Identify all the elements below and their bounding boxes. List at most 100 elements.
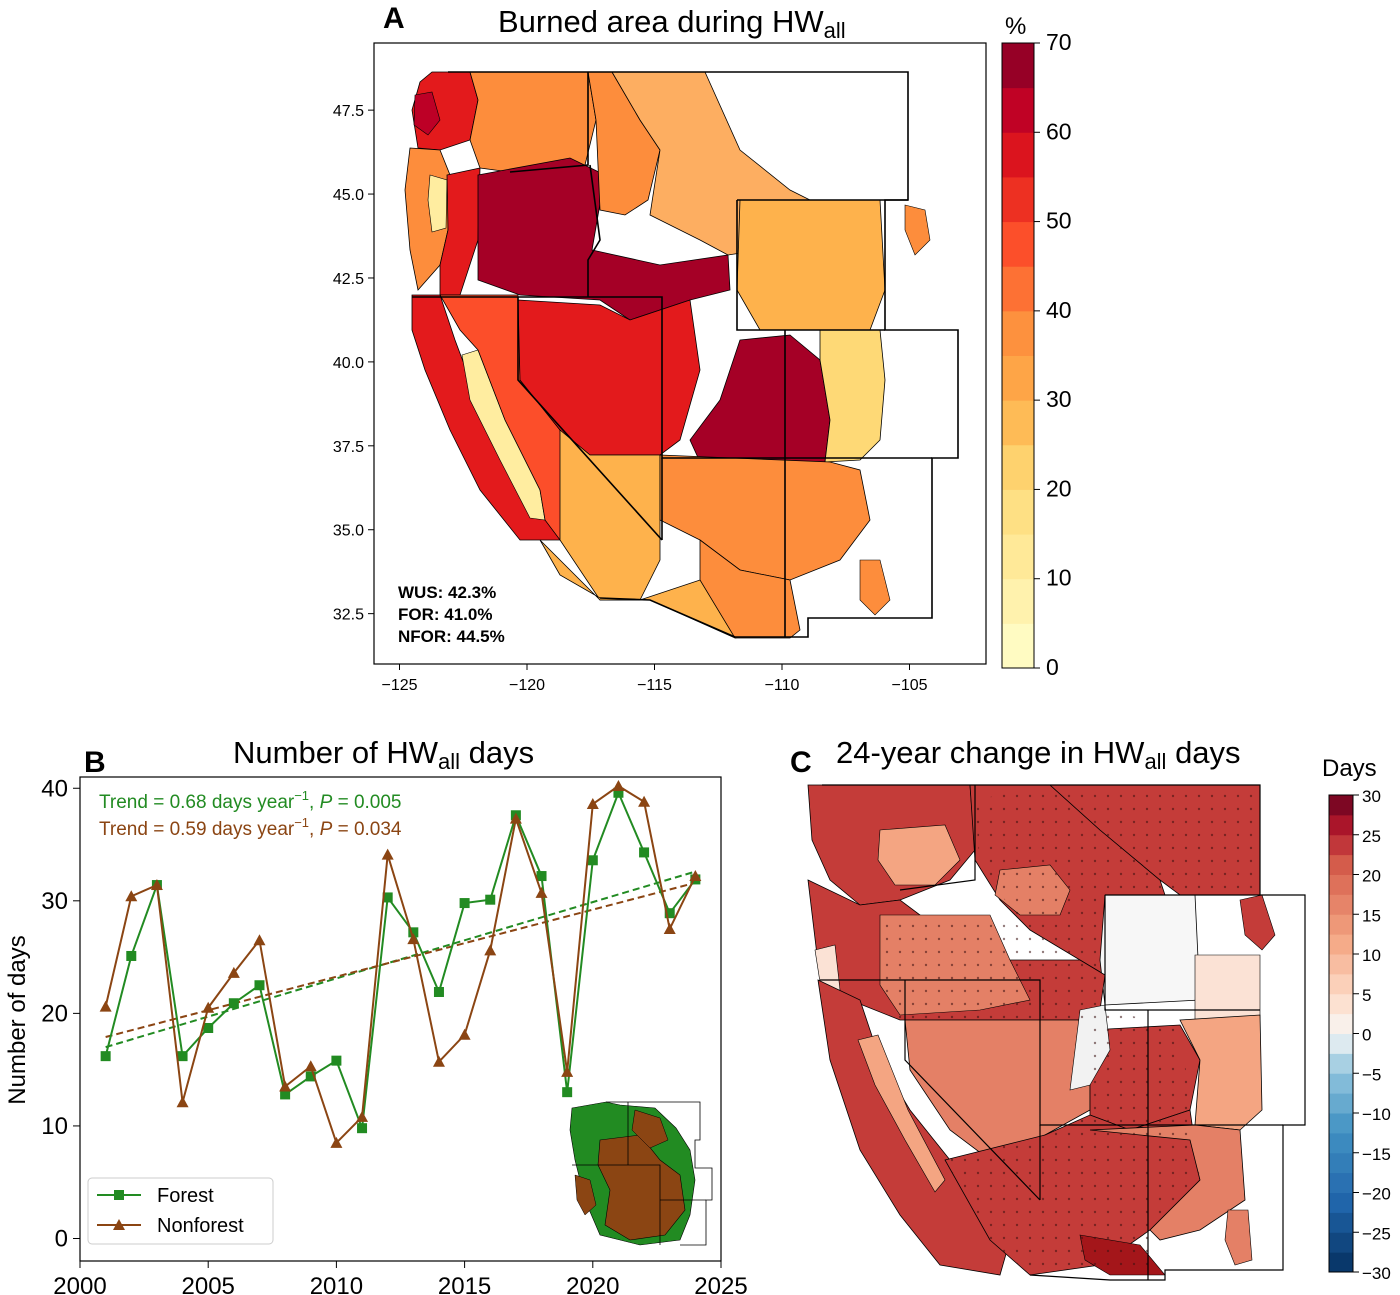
point-nonforest [586,798,599,810]
point-forest [100,1051,111,1062]
colorbar-segment [1329,1093,1353,1114]
colorbar-c-unit: Days [1322,755,1377,782]
region-great-plains [819,329,886,463]
xtick-label-b: 2015 [438,1273,491,1295]
point-forest [562,1087,573,1098]
ytick-label-b: 30 [41,888,68,915]
ytick-label-a: 37.5 [333,439,364,456]
region-c-wy [1099,894,1201,1006]
colorbar-segment [1329,1132,1353,1154]
region-c-ca-valley [857,1034,946,1193]
colorbar-tick-label: 25 [1362,827,1381,846]
region-black-hills [904,204,931,256]
colorbar-segment [1002,43,1034,89]
point-nonforest [407,933,420,945]
ytick-label-a: 45.0 [333,187,364,204]
panel-c-map [807,784,1306,1281]
stat-wus: WUS: 42.3% [398,583,496,602]
colorbar-segment [1329,874,1353,895]
trend-line-nonforest [105,881,696,1038]
ytick-label-a: 35.0 [333,523,364,540]
colorbar-tick-label: −15 [1362,1145,1391,1164]
point-forest [203,1023,214,1034]
colorbar-segment [1329,834,1353,856]
colorbar-segment [1329,1192,1353,1213]
point-forest [408,927,419,938]
legend-forest: Forest [97,1185,214,1207]
xtick-label-b: 2005 [182,1273,235,1295]
colorbar-segment [1002,266,1034,312]
point-nonforest [356,1110,369,1122]
point-forest [228,998,239,1009]
panel-b-legend: Forest Nonforest [87,1177,274,1245]
colorbar-tick-label: 60 [1046,118,1072,144]
point-nonforest [150,879,163,891]
legend-nonforest-label: Nonforest [157,1215,244,1237]
point-forest [126,950,137,961]
colorbar-segment [1329,1113,1353,1134]
point-nonforest [330,1136,343,1148]
colorbar-tick-label: 10 [1362,946,1381,965]
colorbar-segment [1329,1252,1353,1273]
region-wa-olympic [413,91,441,136]
point-nonforest [99,1000,112,1012]
colorbar-tick-label: 30 [1362,787,1381,806]
trend-nonforest: Trend = 0.59 days year−1, P = 0.034 [99,815,402,840]
series-line-forest [104,790,697,1129]
xtick-label-b: 2010 [310,1273,363,1295]
colorbar-tick-label: 20 [1362,867,1381,886]
xtick-label-a: −120 [509,677,545,694]
point-nonforest [125,890,138,902]
colorbar-segment [1329,1053,1353,1074]
panel-c: C 24-year change in HWall days [790,735,1391,1283]
stat-for: FOR: 41.0% [398,605,492,624]
xtick-label-b: 2000 [53,1273,106,1295]
legend-nonforest: Nonforest [97,1215,244,1237]
point-forest [331,1055,342,1066]
point-forest [177,1051,188,1062]
point-forest [254,980,265,991]
colorbar-segment [1329,954,1353,975]
stat-nfor: NFOR: 44.5% [398,627,505,646]
colorbar-segment [1002,444,1034,490]
ytick-label-b: 0 [55,1225,68,1252]
point-nonforest [484,944,497,956]
xtick-label-a: −125 [381,677,417,694]
point-forest [305,1071,316,1082]
point-forest [536,871,547,882]
colorbar-segment [1329,1232,1353,1253]
colorbar-segment [1329,1172,1353,1193]
colorbar-segment [1002,623,1034,669]
colorbar-tick-label: 30 [1046,386,1072,412]
colorbar-tick-label: −5 [1362,1065,1381,1084]
point-nonforest [202,1001,215,1013]
colorbar-tick-label: 0 [1046,654,1059,680]
ytick-label-a: 47.5 [333,103,364,120]
panel-b-frame [79,776,722,1262]
region-nm [699,539,801,639]
colorbar-segment [1329,814,1353,836]
colorbar-tick-label: 5 [1362,986,1371,1005]
point-nonforest [561,1065,574,1077]
panel-c-letter: C [790,746,812,779]
point-nonforest [612,780,625,792]
colorbar-a: 0 10 20 30 40 50 60 70 [1001,29,1072,680]
panel-a-frame [373,42,987,665]
region-mojave [559,429,661,601]
colorbar-segment [1329,973,1353,995]
xtick-label-a: −115 [637,677,672,694]
point-nonforest [176,1096,189,1108]
colorbar-tick-label: −30 [1362,1264,1391,1283]
point-forest [485,894,496,905]
point-nonforest [638,795,651,807]
colorbar-segment [1002,578,1034,624]
colorbar-segment [1329,1033,1353,1054]
region-wa-east [469,71,597,173]
ytick-label-b: 20 [41,1000,68,1027]
region-c-sd [1239,894,1276,951]
colorbar-tick-label: 10 [1046,565,1072,591]
region-wyoming [736,199,886,331]
region-az-plateau [659,454,871,581]
colorbar-tick-label: −25 [1362,1224,1391,1243]
xtick-label-a: −110 [765,677,800,694]
